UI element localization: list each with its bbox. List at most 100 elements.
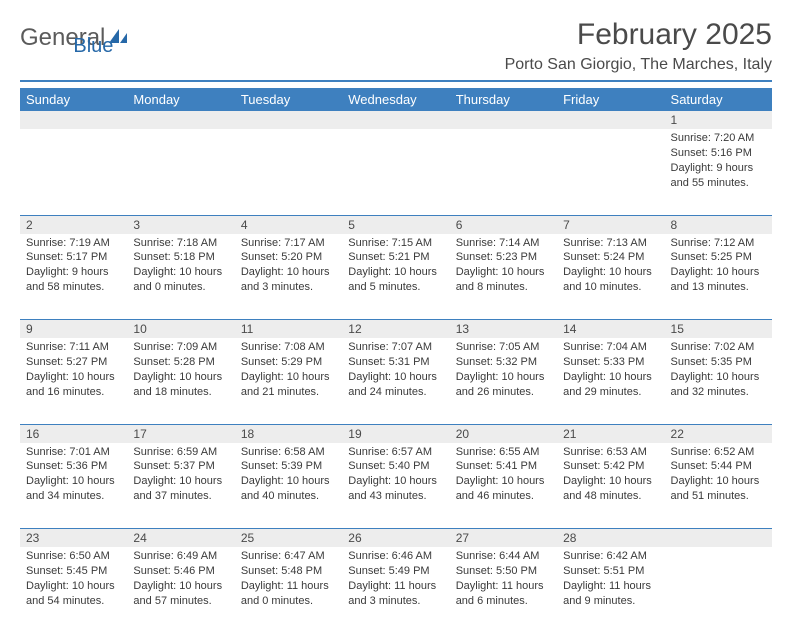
daylight-text: Daylight: 10 hours and 21 minutes. [241,370,336,400]
day-number-cell: 26 [342,529,449,548]
sunset-text: Sunset: 5:36 PM [26,459,121,474]
day-number-cell: 14 [557,320,664,339]
day-number-cell: 10 [127,320,234,339]
sunrise-text: Sunrise: 7:09 AM [133,340,228,355]
sunrise-text: Sunrise: 7:04 AM [563,340,658,355]
daynum-row: 9101112131415 [20,320,772,339]
sunrise-text: Sunrise: 7:14 AM [456,236,551,251]
weekday-header: Friday [557,88,664,111]
weekday-header: Saturday [665,88,772,111]
sunset-text: Sunset: 5:50 PM [456,564,551,579]
day-number-cell [450,111,557,129]
day-details-cell: Sunrise: 6:58 AMSunset: 5:39 PMDaylight:… [235,443,342,529]
daylight-text: Daylight: 10 hours and 32 minutes. [671,370,766,400]
sunrise-text: Sunrise: 6:42 AM [563,549,658,564]
day-details-cell: Sunrise: 6:44 AMSunset: 5:50 PMDaylight:… [450,547,557,633]
daylight-text: Daylight: 11 hours and 9 minutes. [563,579,658,609]
sunrise-text: Sunrise: 7:08 AM [241,340,336,355]
weekday-header: Tuesday [235,88,342,111]
day-details-cell: Sunrise: 6:57 AMSunset: 5:40 PMDaylight:… [342,443,449,529]
daylight-text: Daylight: 10 hours and 5 minutes. [348,265,443,295]
day-details-cell [342,129,449,215]
sunset-text: Sunset: 5:25 PM [671,250,766,265]
sunset-text: Sunset: 5:44 PM [671,459,766,474]
day-details-cell: Sunrise: 6:53 AMSunset: 5:42 PMDaylight:… [557,443,664,529]
daynum-row: 2345678 [20,215,772,234]
sunset-text: Sunset: 5:48 PM [241,564,336,579]
calendar-body: 1Sunrise: 7:20 AMSunset: 5:16 PMDaylight… [20,111,772,633]
sunset-text: Sunset: 5:20 PM [241,250,336,265]
day-number-cell: 16 [20,424,127,443]
day-number-cell: 28 [557,529,664,548]
day-number-cell: 13 [450,320,557,339]
sunset-text: Sunset: 5:29 PM [241,355,336,370]
sunset-text: Sunset: 5:17 PM [26,250,121,265]
day-number-cell: 9 [20,320,127,339]
day-number-cell [665,529,772,548]
logo-text-blue: Blue [73,35,113,58]
calendar-page: General Blue February 2025 Porto San Gio… [0,0,792,633]
header-divider [20,80,772,82]
daylight-text: Daylight: 10 hours and 0 minutes. [133,265,228,295]
sunset-text: Sunset: 5:42 PM [563,459,658,474]
day-details-cell: Sunrise: 6:46 AMSunset: 5:49 PMDaylight:… [342,547,449,633]
day-number-cell: 8 [665,215,772,234]
sunrise-text: Sunrise: 6:44 AM [456,549,551,564]
sunrise-text: Sunrise: 7:20 AM [671,131,766,146]
calendar-table: SundayMondayTuesdayWednesdayThursdayFrid… [20,88,772,633]
day-details-cell: Sunrise: 7:14 AMSunset: 5:23 PMDaylight:… [450,234,557,320]
day-number-cell: 18 [235,424,342,443]
sunset-text: Sunset: 5:28 PM [133,355,228,370]
daylight-text: Daylight: 9 hours and 55 minutes. [671,161,766,191]
daylight-text: Daylight: 10 hours and 13 minutes. [671,265,766,295]
sunrise-text: Sunrise: 6:49 AM [133,549,228,564]
daylight-text: Daylight: 10 hours and 46 minutes. [456,474,551,504]
day-details-cell: Sunrise: 7:18 AMSunset: 5:18 PMDaylight:… [127,234,234,320]
details-row: Sunrise: 7:19 AMSunset: 5:17 PMDaylight:… [20,234,772,320]
day-number-cell [20,111,127,129]
header: General Blue February 2025 Porto San Gio… [20,18,772,74]
daylight-text: Daylight: 10 hours and 48 minutes. [563,474,658,504]
day-number-cell: 6 [450,215,557,234]
daylight-text: Daylight: 10 hours and 8 minutes. [456,265,551,295]
day-details-cell: Sunrise: 7:04 AMSunset: 5:33 PMDaylight:… [557,338,664,424]
day-number-cell: 1 [665,111,772,129]
day-number-cell: 25 [235,529,342,548]
details-row: Sunrise: 7:11 AMSunset: 5:27 PMDaylight:… [20,338,772,424]
day-details-cell: Sunrise: 6:50 AMSunset: 5:45 PMDaylight:… [20,547,127,633]
day-details-cell: Sunrise: 7:09 AMSunset: 5:28 PMDaylight:… [127,338,234,424]
daylight-text: Daylight: 11 hours and 0 minutes. [241,579,336,609]
sunset-text: Sunset: 5:23 PM [456,250,551,265]
day-number-cell: 3 [127,215,234,234]
day-details-cell: Sunrise: 6:47 AMSunset: 5:48 PMDaylight:… [235,547,342,633]
sunrise-text: Sunrise: 6:52 AM [671,445,766,460]
daylight-text: Daylight: 10 hours and 29 minutes. [563,370,658,400]
day-details-cell [665,547,772,633]
day-number-cell: 4 [235,215,342,234]
day-number-cell: 11 [235,320,342,339]
sunrise-text: Sunrise: 6:58 AM [241,445,336,460]
day-details-cell [127,129,234,215]
sunset-text: Sunset: 5:16 PM [671,146,766,161]
daylight-text: Daylight: 10 hours and 40 minutes. [241,474,336,504]
sunset-text: Sunset: 5:24 PM [563,250,658,265]
sunrise-text: Sunrise: 7:19 AM [26,236,121,251]
sunrise-text: Sunrise: 6:55 AM [456,445,551,460]
day-number-cell: 2 [20,215,127,234]
daylight-text: Daylight: 10 hours and 43 minutes. [348,474,443,504]
sunset-text: Sunset: 5:32 PM [456,355,551,370]
daylight-text: Daylight: 10 hours and 34 minutes. [26,474,121,504]
day-number-cell [235,111,342,129]
page-title: February 2025 [505,18,772,52]
sunset-text: Sunset: 5:35 PM [671,355,766,370]
day-number-cell: 7 [557,215,664,234]
logo: General Blue [20,18,171,52]
day-details-cell: Sunrise: 7:19 AMSunset: 5:17 PMDaylight:… [20,234,127,320]
sunset-text: Sunset: 5:27 PM [26,355,121,370]
day-details-cell [20,129,127,215]
daynum-row: 1 [20,111,772,129]
day-number-cell: 23 [20,529,127,548]
daylight-text: Daylight: 9 hours and 58 minutes. [26,265,121,295]
day-details-cell: Sunrise: 6:49 AMSunset: 5:46 PMDaylight:… [127,547,234,633]
sunrise-text: Sunrise: 7:18 AM [133,236,228,251]
